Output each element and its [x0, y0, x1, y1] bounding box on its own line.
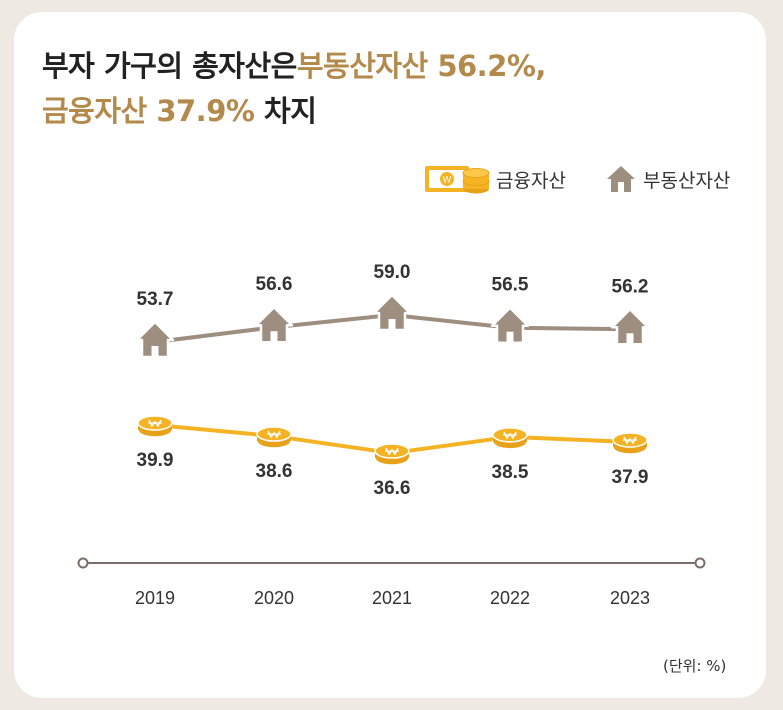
house-icon — [372, 293, 412, 332]
coin-marker-won-sign — [503, 431, 517, 440]
house-marker-door — [270, 331, 278, 343]
data-label-financial: 36.6 — [374, 478, 411, 499]
title-highlight-real-estate: 부동산자산 56.2%, — [296, 49, 547, 83]
x-tick-label: 2020 — [254, 588, 294, 608]
x-axis-start-cap — [77, 557, 89, 569]
house-marker-door — [151, 346, 159, 357]
x-tick-label: 2021 — [372, 588, 412, 608]
house-icon — [254, 305, 294, 344]
banknote-coins-icon: W — [425, 166, 490, 194]
house-marker-door — [388, 318, 396, 330]
house-icon — [135, 320, 175, 359]
title-part4: 차지 — [254, 94, 317, 128]
data-label-real-estate: 53.7 — [137, 289, 174, 310]
coin-icon — [612, 432, 648, 455]
legend-label-financial: 금융자산 — [496, 170, 566, 192]
data-label-financial: 38.6 — [256, 461, 293, 482]
house-icon — [490, 306, 530, 344]
unit-label: (단위: %) — [663, 657, 727, 675]
house-marker-door — [626, 333, 634, 345]
chart-title: 부자 가구의 총자산은부동산자산 56.2%, 금융자산 37.9% 차지 — [42, 44, 642, 134]
chart-card — [14, 12, 766, 698]
x-tick-label: 2023 — [610, 588, 650, 608]
x-tick-label: 2019 — [135, 588, 175, 608]
coin-marker-won-sign — [385, 447, 399, 456]
coin-marker-won-sign — [623, 436, 637, 445]
house-icon — [610, 308, 650, 346]
legend-label-real-estate: 부동산자산 — [643, 170, 731, 192]
coin-icon — [492, 427, 528, 450]
coin-marker-won-sign — [267, 430, 281, 439]
data-label-real-estate: 56.5 — [492, 275, 529, 296]
x-tick-label: 2022 — [490, 588, 530, 608]
x-axis-end-cap — [694, 557, 706, 569]
data-label-real-estate: 59.0 — [374, 262, 411, 283]
data-label-financial: 39.9 — [137, 450, 174, 471]
title-highlight-financial: 금융자산 37.9% — [42, 94, 255, 128]
coin-icon — [137, 415, 173, 438]
coin-marker-won-sign — [148, 419, 162, 428]
data-label-real-estate: 56.2 — [612, 276, 649, 297]
data-label-real-estate: 56.6 — [256, 274, 293, 295]
house-icon — [607, 166, 635, 192]
data-label-financial: 37.9 — [612, 467, 649, 488]
house-marker-door — [506, 331, 514, 343]
coin-icon — [256, 426, 292, 449]
title-part1: 부자 가구의 총자산은 — [42, 49, 297, 83]
svg-text:W: W — [443, 176, 452, 186]
coin-icon — [374, 443, 410, 466]
data-label-financial: 38.5 — [492, 462, 529, 483]
